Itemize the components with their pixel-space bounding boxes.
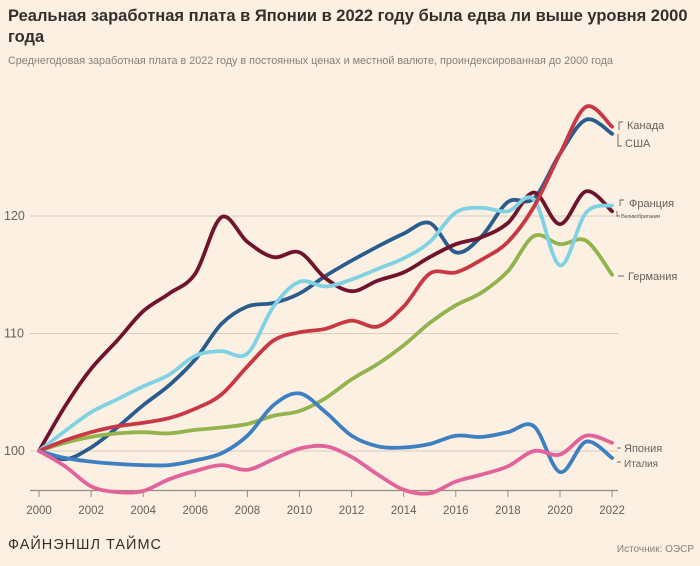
series-label-canada: Канада bbox=[627, 120, 665, 132]
x-tick-label-2012: 2012 bbox=[339, 505, 365, 517]
x-tick-label-2006: 2006 bbox=[183, 505, 209, 517]
series-label-germany: Германия bbox=[628, 271, 677, 283]
chart-subtitle: Среднегодовая заработная плата в 2022 го… bbox=[8, 55, 613, 67]
label-connector-usa bbox=[617, 134, 622, 147]
x-tick-label-2010: 2010 bbox=[287, 505, 313, 517]
y-tick-label-110: 110 bbox=[4, 327, 24, 341]
series-label-france: Франция bbox=[629, 198, 674, 210]
x-tick-label-2016: 2016 bbox=[443, 505, 469, 517]
x-tick-label-2014: 2014 bbox=[391, 505, 417, 517]
series-line-japan bbox=[37, 433, 614, 496]
x-tick-label-2008: 2008 bbox=[235, 505, 261, 517]
y-tick-label-100: 100 bbox=[4, 444, 25, 458]
publisher-logo: ФАЙНЭНШЛ ТАЙМС bbox=[8, 537, 163, 553]
y-tick-label-120: 120 bbox=[4, 209, 25, 223]
series-label-japan: Япония bbox=[624, 443, 662, 455]
series-label-italy: Италия bbox=[624, 459, 658, 470]
page-title: Реальная заработная плата в Японии в 202… bbox=[8, 7, 688, 46]
series-line-uk bbox=[37, 189, 614, 453]
series-line-italy bbox=[37, 391, 614, 474]
x-tick-label-2000: 2000 bbox=[26, 505, 52, 517]
series-line-germany bbox=[37, 233, 614, 453]
x-tick-label-2004: 2004 bbox=[130, 505, 156, 517]
label-connector-france bbox=[619, 199, 624, 206]
label-connector-uk bbox=[616, 211, 620, 217]
x-tick-label-2018: 2018 bbox=[495, 505, 521, 517]
series-label-uk: Великобритания bbox=[621, 214, 660, 220]
series-line-canada bbox=[37, 104, 614, 453]
x-tick-label-2022: 2022 bbox=[599, 505, 625, 517]
label-connector-canada bbox=[618, 121, 623, 130]
series-line-usa bbox=[37, 117, 614, 462]
source-credit: Источник: ОЭСР bbox=[616, 544, 694, 555]
x-tick-label-2002: 2002 bbox=[78, 505, 104, 517]
x-tick-label-2020: 2020 bbox=[547, 505, 573, 517]
series-line-france bbox=[37, 195, 614, 453]
series-label-usa: США bbox=[625, 138, 651, 150]
